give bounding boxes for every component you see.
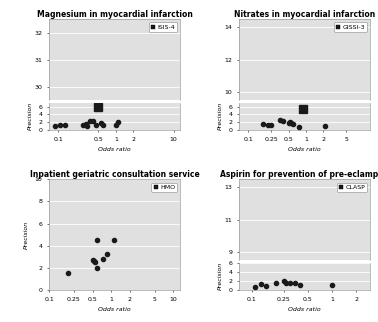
- X-axis label: Odds ratio: Odds ratio: [288, 147, 321, 152]
- Legend: GISSI-3: GISSI-3: [334, 23, 367, 32]
- Y-axis label: Precision: Precision: [24, 221, 29, 249]
- Y-axis label: Precision: Precision: [218, 102, 223, 130]
- Y-axis label: Precision: Precision: [218, 262, 223, 290]
- Title: Inpatient geriatric consultation service: Inpatient geriatric consultation service: [30, 170, 200, 179]
- Title: Nitrates in myocardial infarction: Nitrates in myocardial infarction: [234, 10, 375, 19]
- X-axis label: Odds ratio: Odds ratio: [288, 307, 321, 312]
- Title: Aspirin for prevention of pre-eclampsia: Aspirin for prevention of pre-eclampsia: [220, 170, 378, 179]
- X-axis label: Odds ratio: Odds ratio: [98, 147, 131, 152]
- Legend: HMO: HMO: [152, 183, 177, 192]
- Y-axis label: Precision: Precision: [28, 102, 33, 130]
- Title: Magnesium in myocardial infarction: Magnesium in myocardial infarction: [37, 10, 193, 19]
- X-axis label: Odds ratio: Odds ratio: [98, 307, 131, 312]
- Legend: ISIS-4: ISIS-4: [149, 23, 177, 32]
- Legend: CLASP: CLASP: [337, 183, 367, 192]
